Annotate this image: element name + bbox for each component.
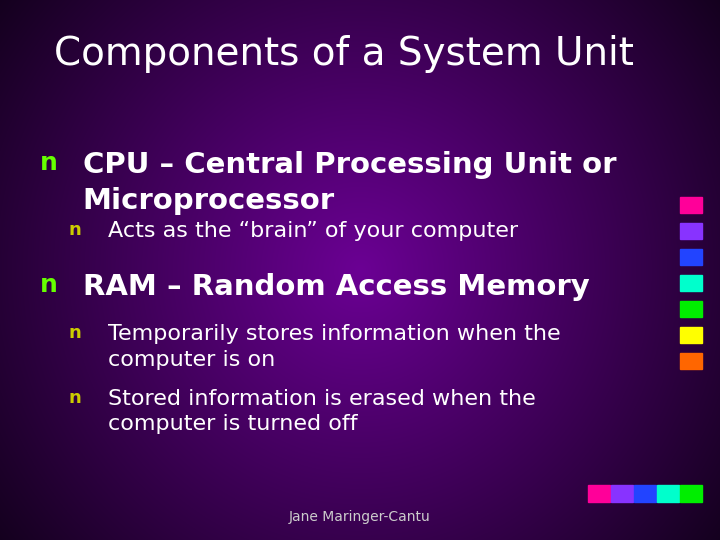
Bar	[680, 197, 702, 213]
Text: n: n	[40, 273, 58, 296]
Bar	[634, 485, 656, 502]
Bar	[657, 485, 679, 502]
Text: RAM – Random Access Memory: RAM – Random Access Memory	[83, 273, 590, 301]
Bar	[680, 249, 702, 265]
Text: n: n	[68, 389, 81, 407]
Bar	[680, 301, 702, 317]
Text: Temporarily stores information when the
computer is on: Temporarily stores information when the …	[108, 324, 561, 369]
Bar	[680, 485, 702, 502]
Text: n: n	[68, 324, 81, 342]
Text: Components of a System Unit: Components of a System Unit	[54, 35, 634, 73]
Bar	[588, 485, 610, 502]
Text: n: n	[68, 221, 81, 239]
Bar	[680, 275, 702, 291]
Text: Acts as the “brain” of your computer: Acts as the “brain” of your computer	[108, 221, 518, 241]
Bar	[611, 485, 633, 502]
Text: Jane Maringer-Cantu: Jane Maringer-Cantu	[289, 510, 431, 524]
Bar	[680, 353, 702, 369]
Text: CPU – Central Processing Unit or
Microprocessor: CPU – Central Processing Unit or Micropr…	[83, 151, 616, 215]
Text: Stored information is erased when the
computer is turned off: Stored information is erased when the co…	[108, 389, 536, 434]
Bar	[680, 327, 702, 343]
Bar	[680, 223, 702, 239]
Text: n: n	[40, 151, 58, 175]
